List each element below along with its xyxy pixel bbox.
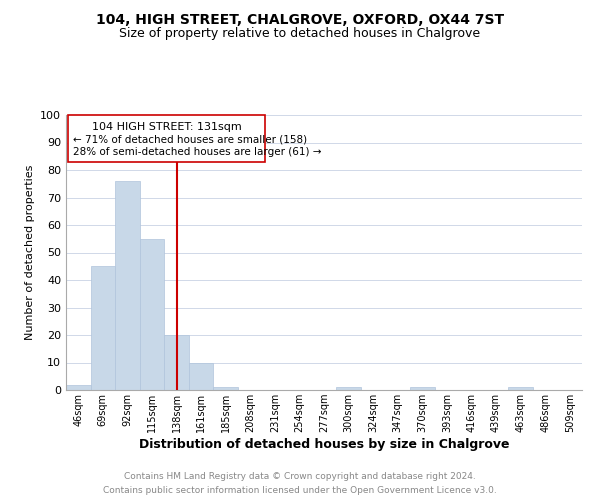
Text: 104, HIGH STREET, CHALGROVE, OXFORD, OX44 7ST: 104, HIGH STREET, CHALGROVE, OXFORD, OX4… bbox=[96, 12, 504, 26]
Text: Contains public sector information licensed under the Open Government Licence v3: Contains public sector information licen… bbox=[103, 486, 497, 495]
Y-axis label: Number of detached properties: Number of detached properties bbox=[25, 165, 35, 340]
Bar bbox=[115, 181, 140, 390]
Bar bbox=[91, 266, 115, 390]
Text: Size of property relative to detached houses in Chalgrove: Size of property relative to detached ho… bbox=[119, 28, 481, 40]
Text: ← 71% of detached houses are smaller (158): ← 71% of detached houses are smaller (15… bbox=[73, 134, 307, 144]
X-axis label: Distribution of detached houses by size in Chalgrove: Distribution of detached houses by size … bbox=[139, 438, 509, 451]
Text: 28% of semi-detached houses are larger (61) →: 28% of semi-detached houses are larger (… bbox=[73, 146, 322, 156]
Bar bbox=[66, 384, 91, 390]
Bar bbox=[189, 362, 214, 390]
Text: 104 HIGH STREET: 131sqm: 104 HIGH STREET: 131sqm bbox=[92, 122, 242, 132]
Bar bbox=[164, 335, 189, 390]
Bar bbox=[140, 239, 164, 390]
Bar bbox=[410, 387, 434, 390]
FancyBboxPatch shape bbox=[68, 115, 265, 162]
Bar bbox=[508, 387, 533, 390]
Bar bbox=[214, 387, 238, 390]
Bar bbox=[336, 387, 361, 390]
Text: Contains HM Land Registry data © Crown copyright and database right 2024.: Contains HM Land Registry data © Crown c… bbox=[124, 472, 476, 481]
